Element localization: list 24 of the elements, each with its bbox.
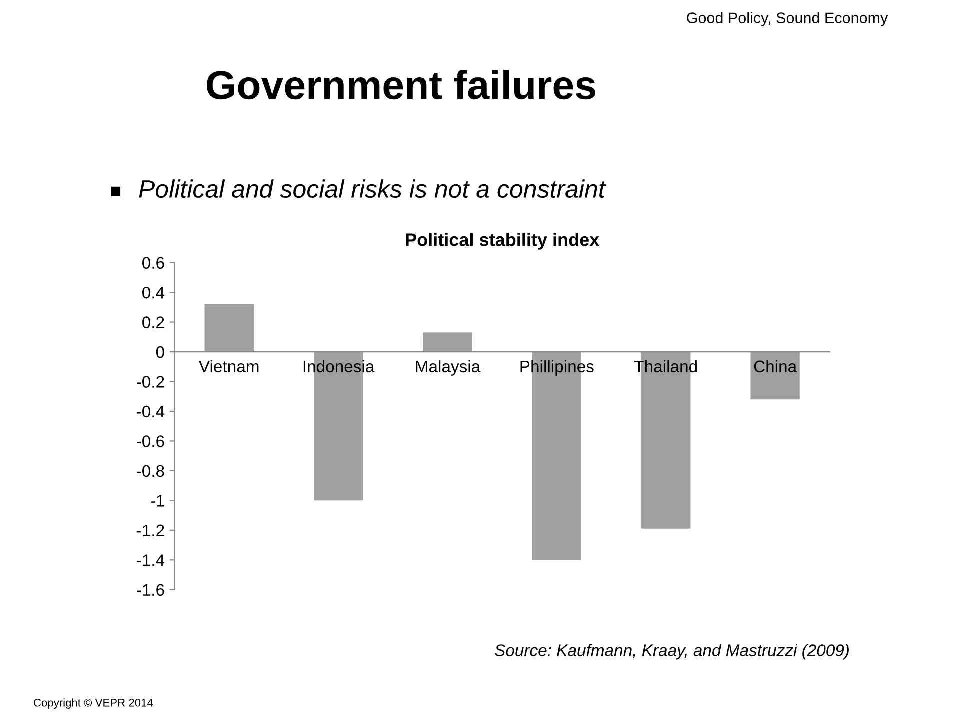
y-tick-label: -0.8 xyxy=(137,465,164,478)
y-tick-label: -1.6 xyxy=(137,584,164,596)
x-tick-label: Malaysia xyxy=(416,360,481,376)
chart-title: Political stability index xyxy=(406,233,600,250)
y-tick-label: -1 xyxy=(150,495,164,507)
bar xyxy=(750,352,800,400)
y-tick-label: -0.2 xyxy=(137,376,164,388)
bar xyxy=(423,332,472,352)
y-tick-label: -1.4 xyxy=(137,554,165,566)
y-tick-label: -0.4 xyxy=(137,406,165,418)
source-note: Source: Kaufmann, Kraay, and Mastruzzi (2009) xyxy=(495,644,849,660)
chart-subtitle: Political and social risks is not a constraint xyxy=(139,180,606,198)
y-tick-label: 0 xyxy=(156,346,164,358)
text: Government failures xyxy=(206,70,596,100)
x-tick-label: Vietnam xyxy=(199,360,259,373)
y-tick-label: -1.2 xyxy=(137,524,164,536)
y-tick-label: -0.6 xyxy=(137,436,164,448)
y-tick-label: 0.4 xyxy=(142,286,165,299)
bar xyxy=(204,304,254,352)
x-tick-label: China xyxy=(754,360,798,373)
text: Copyright © VEPR 2014 xyxy=(34,698,154,710)
y-tick-label: 0.2 xyxy=(142,316,164,328)
y-tick-label: 0.6 xyxy=(142,257,164,270)
text: Good Policy, Sound Economy xyxy=(687,12,888,27)
